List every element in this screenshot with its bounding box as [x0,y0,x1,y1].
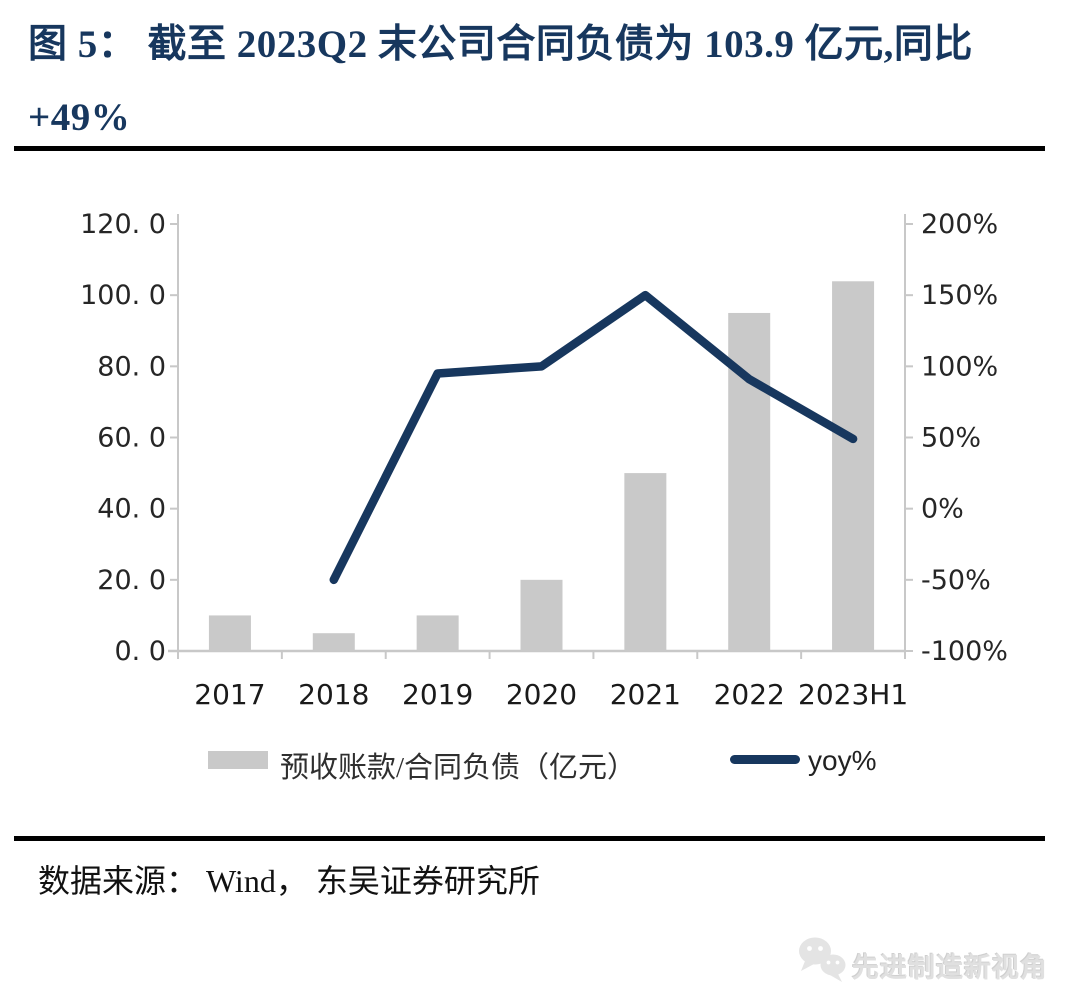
svg-text:2020: 2020 [506,678,577,711]
legend-line-label: yoy% [808,745,877,776]
svg-text:40. 0: 40. 0 [97,494,166,525]
watermark-text: 先进制造新视角 [852,953,1048,983]
svg-text:100%: 100% [921,351,998,382]
svg-text:150%: 150% [921,280,998,311]
svg-text:2019: 2019 [402,678,473,711]
svg-text:2018: 2018 [298,678,369,711]
svg-text:100. 0: 100. 0 [80,280,166,311]
chart-plot: 120. 0 100. 0 80. 0 60. 0 40. 0 20. 0 0. 0 200%… [0,185,1065,805]
figure-title: 图 5： 截至 2023Q2 末公司合同负债为 103.9 亿元,同比 +49% [28,8,1048,154]
wechat-bubbles-icon [799,937,846,982]
combo-chart-svg: 120. 0 100. 0 80. 0 60. 0 40. 0 20. 0 0. 0 200%… [80,209,1008,711]
svg-text:120. 0: 120. 0 [80,209,166,240]
watermark: 先进制造新视角 [796,932,1056,990]
data-source-text: 数据来源： Wind， 东吴证券研究所 [38,863,540,899]
svg-text:-100%: -100% [921,636,1008,667]
figure-title-line1: 图 5： 截至 2023Q2 末公司合同负债为 103.9 亿元,同比 [28,23,973,66]
svg-text:50%: 50% [921,423,981,454]
svg-text:0. 0: 0. 0 [114,636,166,667]
figure-title-line2: +49% [28,96,131,139]
svg-text:-50%: -50% [921,565,991,596]
legend-bar-label: 预收账款/合同负债（亿元） [280,752,637,784]
svg-text:60. 0: 60. 0 [97,423,166,454]
svg-text:0%: 0% [921,494,964,525]
svg-text:80. 0: 80. 0 [97,351,166,382]
svg-text:2023H1: 2023H1 [798,678,908,711]
title-divider-rule [14,146,1045,151]
svg-text:20. 0: 20. 0 [97,565,166,596]
svg-text:2017: 2017 [194,678,265,711]
svg-text:2021: 2021 [610,678,681,711]
source-divider-rule [14,836,1045,841]
svg-text:2022: 2022 [714,678,785,711]
legend-line-swatch [730,755,800,764]
svg-text:200%: 200% [921,209,998,240]
legend-bar-swatch [208,751,268,769]
chart-legend: 预收账款/合同负债（亿元） yoy% [0,744,1065,784]
